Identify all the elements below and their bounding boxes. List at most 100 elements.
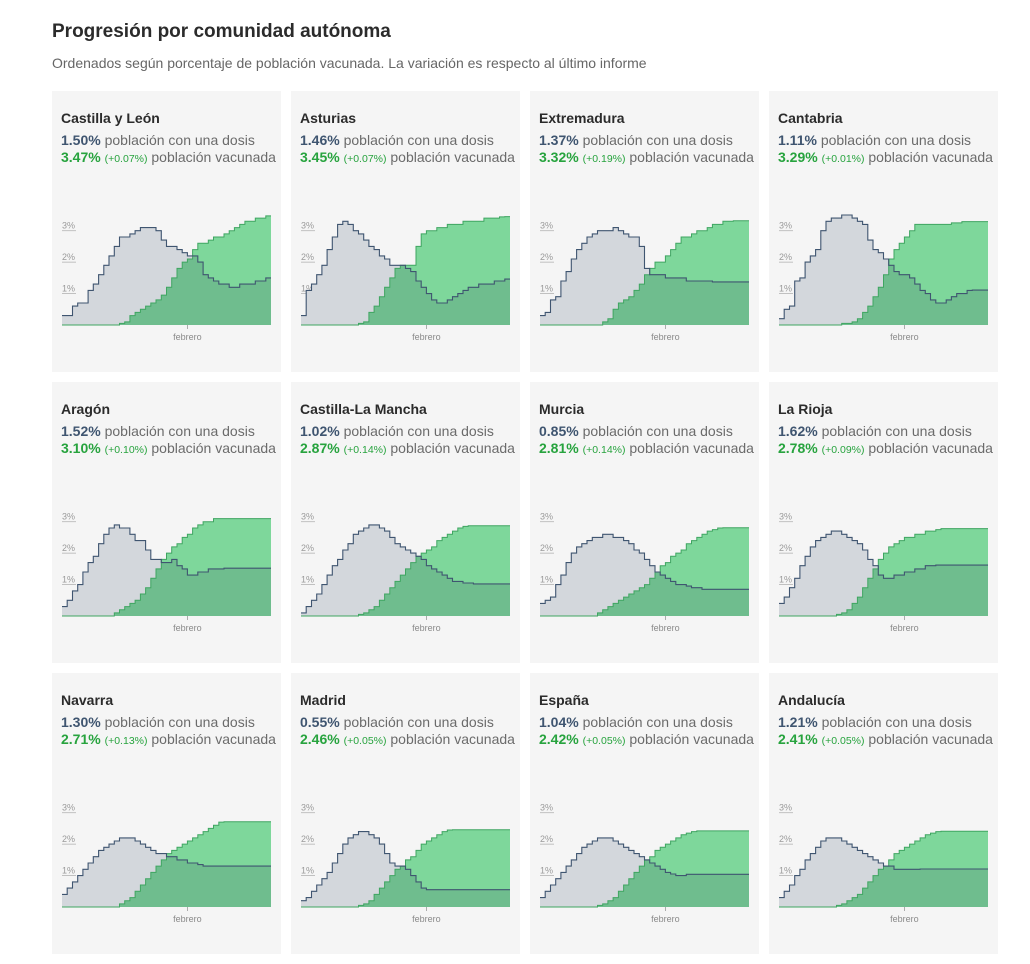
region-name: Castilla-La Mancha [300, 401, 427, 417]
vaccinated-value: 2.87% [300, 440, 340, 456]
region-name: Andalucía [778, 692, 845, 708]
y-tick-label: 1% [301, 284, 314, 294]
region-card: Navarra 1.30% población con una dosis 2.71… [52, 673, 281, 954]
vaccinated-line: 2.41% (+0.05%) población vacunada [778, 731, 993, 750]
one-dose-label: población con una dosis [104, 132, 255, 148]
region-stats: 1.37% población con una dosis 3.32% (+0.1… [539, 132, 754, 168]
y-tick-label: 2% [540, 252, 553, 262]
vaccinated-line: 3.45% (+0.07%) población vacunada [300, 149, 515, 168]
y-tick-label: 3% [540, 221, 553, 231]
overlap-area [540, 572, 749, 616]
vaccinated-line [779, 528, 988, 617]
area-chart: 1% 2% 3% febrero [540, 803, 749, 924]
y-tick-label: 1% [540, 866, 553, 876]
one-dose-value: 1.02% [300, 423, 340, 439]
variation-value: (+0.01%) [821, 153, 865, 165]
one-dose-label: población con una dosis [582, 714, 733, 730]
variation-value: (+0.07%) [104, 153, 148, 165]
vaccinated-label: población vacunada [629, 149, 754, 165]
area-chart: 1% 2% 3% febrero [301, 803, 510, 924]
vaccinated-line: 2.81% (+0.14%) población vacunada [539, 440, 754, 459]
one-dose-value: 1.62% [778, 423, 818, 439]
region-card: Andalucía 1.21% población con una dosis 2.… [769, 673, 998, 954]
vaccinated-value: 2.71% [61, 731, 101, 747]
one-dose-line: 1.30% población con una dosis [61, 714, 276, 731]
vaccinated-label: población vacunada [390, 440, 515, 456]
overlap-area [540, 859, 749, 907]
one-dose-value: 1.30% [61, 714, 101, 730]
y-tick-label: 2% [540, 543, 553, 553]
y-tick-label: 2% [301, 543, 314, 553]
x-tick-label: febrero [412, 332, 441, 342]
overlap-area [301, 866, 510, 907]
area-chart: 1% 2% 3% febrero [62, 512, 271, 633]
y-tick-label: 3% [301, 512, 314, 522]
y-tick-label: 1% [779, 284, 792, 294]
vaccinated-label: población vacunada [629, 731, 754, 747]
region-card: Madrid 0.55% población con una dosis 2.46%… [291, 673, 520, 954]
y-tick-label: 2% [62, 834, 75, 844]
one-dose-line [540, 837, 749, 899]
region-stats: 1.04% población con una dosis 2.42% (+0.0… [539, 714, 754, 750]
overlap-area [779, 866, 988, 907]
vaccinated-label: población vacunada [868, 149, 993, 165]
y-tick-label: 3% [540, 512, 553, 522]
one-dose-value: 1.04% [539, 714, 579, 730]
one-dose-line: 1.04% población con una dosis [539, 714, 754, 731]
one-dose-area [779, 215, 988, 325]
one-dose-line [540, 227, 749, 317]
variation-value: (+0.05%) [343, 735, 387, 747]
y-tick-label: 3% [62, 803, 75, 813]
vaccinated-area [779, 221, 988, 325]
y-tick-label: 2% [779, 543, 792, 553]
region-stats: 1.46% población con una dosis 3.45% (+0.0… [300, 132, 515, 168]
vaccinated-label: población vacunada [390, 731, 515, 747]
variation-value: (+0.05%) [821, 735, 865, 747]
vaccinated-label: población vacunada [151, 149, 276, 165]
x-tick-label: febrero [412, 914, 441, 924]
area-chart: 1% 2% 3% febrero [62, 803, 271, 924]
y-tick-label: 1% [62, 866, 75, 876]
region-stats: 0.85% población con una dosis 2.81% (+0.1… [539, 423, 754, 459]
vaccinated-value: 3.47% [61, 149, 101, 165]
x-tick-label: febrero [173, 623, 202, 633]
vaccinated-label: población vacunada [629, 440, 754, 456]
y-tick-label: 1% [301, 575, 314, 585]
y-tick-label: 2% [779, 252, 792, 262]
one-dose-label: población con una dosis [820, 132, 972, 148]
region-stats: 1.30% población con una dosis 2.71% (+0.1… [61, 714, 276, 750]
y-tick-label: 2% [301, 834, 314, 844]
vaccinated-line: 3.47% (+0.07%) población vacunada [61, 149, 276, 168]
y-tick-label: 3% [779, 803, 792, 813]
one-dose-value: 1.52% [61, 423, 101, 439]
one-dose-line [779, 837, 988, 899]
variation-value: (+0.07%) [343, 153, 387, 165]
y-tick-label: 1% [540, 575, 553, 585]
region-card: Cantabria 1.11% población con una dosis 3.… [769, 91, 998, 372]
one-dose-value: 1.37% [539, 132, 579, 148]
one-dose-label: población con una dosis [821, 714, 972, 730]
x-tick-label: febrero [173, 332, 202, 342]
area-chart: 1% 2% 3% febrero [301, 216, 510, 342]
vaccinated-label: población vacunada [151, 731, 276, 747]
one-dose-line [540, 533, 749, 604]
area-chart: 1% 2% 3% febrero [779, 512, 988, 633]
vaccinated-line: 3.32% (+0.19%) población vacunada [539, 149, 754, 168]
region-card: La Rioja 1.62% población con una dosis 2.7… [769, 382, 998, 663]
y-tick-label: 3% [779, 221, 792, 231]
vaccinated-line [779, 221, 988, 326]
x-tick-label: febrero [651, 332, 680, 342]
one-dose-line: 1.62% población con una dosis [778, 423, 993, 440]
header: Progresión por comunidad autónoma Ordena… [52, 20, 996, 73]
one-dose-line [301, 220, 510, 317]
vaccinated-line: 3.29% (+0.01%) población vacunada [778, 149, 993, 168]
one-dose-line: 1.02% población con una dosis [300, 423, 515, 440]
overlap-area [62, 856, 271, 907]
vaccinated-line [540, 527, 749, 617]
region-stats: 1.62% población con una dosis 2.78% (+0.0… [778, 423, 993, 459]
vaccinated-label: población vacunada [868, 731, 993, 747]
one-dose-line: 1.21% población con una dosis [778, 714, 993, 731]
vaccinated-value: 2.46% [300, 731, 340, 747]
overlap-area [301, 556, 510, 616]
one-dose-line [779, 214, 988, 320]
